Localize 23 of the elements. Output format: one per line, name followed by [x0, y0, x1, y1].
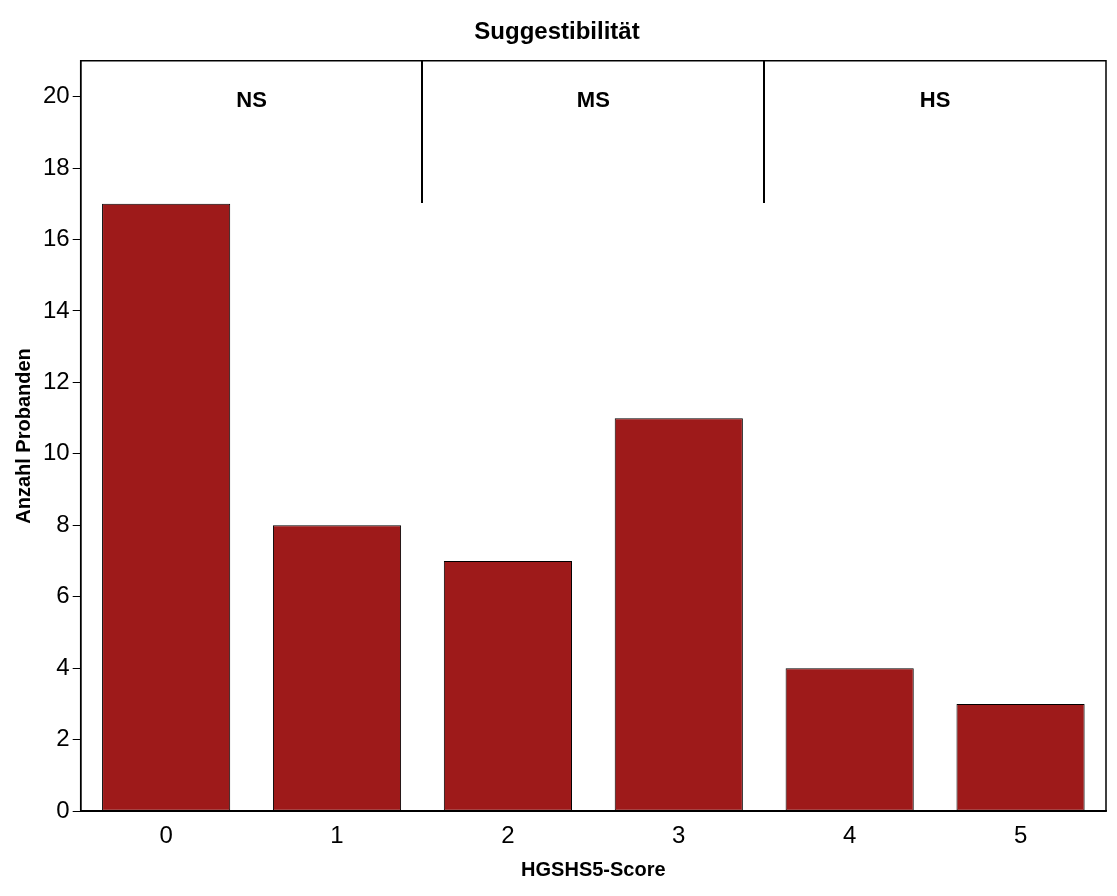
y-tick-label: 4: [56, 652, 70, 680]
y-axis-title: Anzahl Probanden: [11, 348, 34, 524]
chart-title: Suggestibilität: [474, 17, 640, 45]
x-tick-label: 0: [159, 821, 173, 849]
y-tick-label: 6: [56, 581, 70, 609]
annotation: MS: [576, 86, 610, 112]
x-tick-label: 2: [501, 821, 515, 849]
y-tick-label: 2: [56, 724, 70, 752]
annotation: HS: [919, 86, 951, 112]
y-tick-label: 12: [42, 367, 70, 395]
y-tick-label: 10: [42, 438, 70, 466]
x-tick-label: 5: [1013, 821, 1028, 849]
y-tick-label: 16: [42, 224, 70, 252]
y-tick-label: 8: [56, 509, 70, 537]
x-tick-label: 3: [672, 821, 686, 849]
x-tick-label: 1: [330, 821, 344, 849]
y-tick-label: 20: [42, 81, 70, 109]
y-tick-label: 14: [42, 295, 70, 323]
x-tick-label: 4: [842, 821, 857, 849]
y-tick-label: 0: [56, 795, 70, 823]
y-tick-label: 18: [42, 152, 70, 180]
x-axis-title: HGSHS5-Score: [521, 857, 666, 880]
annotation: NS: [236, 86, 267, 112]
